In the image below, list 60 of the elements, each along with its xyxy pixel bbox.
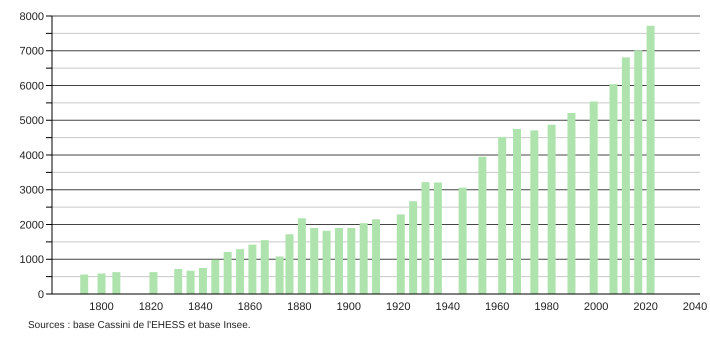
bar bbox=[498, 136, 506, 294]
bar bbox=[260, 240, 269, 294]
bar bbox=[98, 274, 106, 294]
y-tick-label: 8000 bbox=[20, 10, 44, 23]
bar bbox=[396, 214, 405, 294]
bar bbox=[530, 130, 538, 294]
bar bbox=[513, 128, 522, 294]
x-tick-label: 1960 bbox=[484, 300, 510, 313]
y-tick-label: 5000 bbox=[20, 115, 44, 128]
bar bbox=[174, 268, 182, 294]
bar bbox=[478, 156, 486, 294]
x-tick-label: 1880 bbox=[287, 300, 312, 313]
y-tick-label: 0 bbox=[38, 288, 44, 301]
bar bbox=[224, 252, 232, 294]
bar bbox=[609, 84, 618, 294]
x-tick-label: 2000 bbox=[584, 300, 608, 313]
bar bbox=[322, 230, 331, 294]
x-tick-label: 1920 bbox=[386, 300, 410, 313]
bar bbox=[347, 228, 356, 294]
bar bbox=[298, 218, 306, 294]
bar bbox=[634, 50, 642, 294]
bar bbox=[622, 57, 630, 294]
x-tick-label: 1900 bbox=[336, 300, 362, 313]
x-tick-label: 1820 bbox=[138, 300, 164, 313]
bar bbox=[646, 26, 655, 294]
bar bbox=[590, 101, 598, 294]
bar bbox=[198, 268, 207, 294]
x-tick-label: 1840 bbox=[188, 300, 213, 313]
bar bbox=[409, 201, 418, 294]
bar bbox=[334, 228, 343, 294]
bar bbox=[285, 234, 294, 294]
bar bbox=[112, 272, 120, 294]
bar bbox=[548, 124, 556, 294]
bar bbox=[248, 244, 256, 294]
bar bbox=[310, 228, 318, 294]
x-tick-label: 2020 bbox=[633, 300, 658, 313]
y-tick-label: 3000 bbox=[20, 184, 44, 197]
y-tick-label: 1000 bbox=[20, 254, 44, 266]
bar bbox=[422, 182, 430, 294]
bar bbox=[149, 272, 158, 294]
bar bbox=[567, 112, 576, 294]
x-tick-label: 1800 bbox=[89, 300, 114, 313]
source-note: Sources : base Cassini de l'EHESS et base Insee. bbox=[28, 320, 252, 331]
y-tick-label: 7000 bbox=[20, 46, 44, 58]
bar bbox=[236, 249, 244, 294]
y-tick-label: 4000 bbox=[20, 150, 44, 162]
x-tick-label: 1980 bbox=[534, 300, 559, 313]
bar bbox=[80, 274, 88, 294]
y-tick-label: 6000 bbox=[20, 80, 44, 92]
bar bbox=[434, 182, 442, 294]
x-tick-label: 1860 bbox=[238, 300, 262, 313]
bar bbox=[372, 219, 380, 294]
bar bbox=[276, 256, 284, 294]
x-tick-label: 1940 bbox=[435, 300, 460, 313]
x-tick-label: 2040 bbox=[682, 300, 708, 313]
bar bbox=[211, 260, 220, 294]
y-tick-label: 2000 bbox=[20, 219, 44, 232]
bar bbox=[186, 270, 195, 294]
bar bbox=[360, 223, 368, 294]
bar bbox=[458, 188, 467, 294]
